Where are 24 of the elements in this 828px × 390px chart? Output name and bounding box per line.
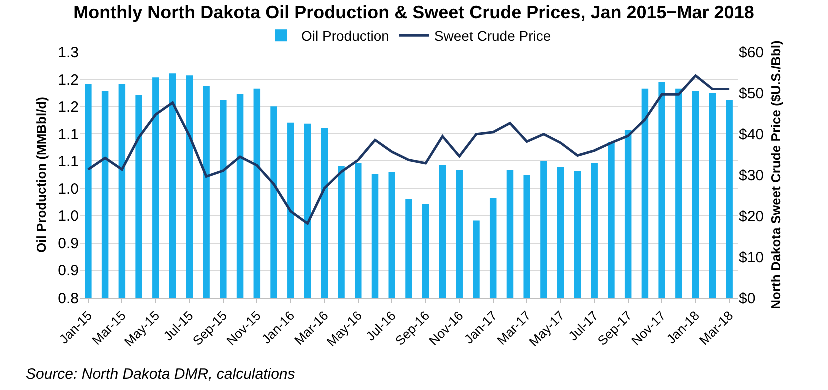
y-tick-label: 1.2 — [58, 98, 79, 116]
y-tick-label: 1.3 — [58, 44, 79, 62]
y-tick-label: 1.2 — [58, 72, 79, 89]
line-series — [87, 74, 731, 226]
y2-tick-label: $40 — [739, 126, 764, 144]
y-axis-title: Oil Production (MMBbl/d) — [34, 97, 50, 253]
y-tick-label: 0.9 — [58, 262, 79, 280]
chart-title: Monthly North Dakota Oil Production & Sweet Crude Prices, Jan 2015−Mar 2018 — [74, 2, 754, 22]
y2-tick-label: $10 — [739, 249, 764, 266]
legend-label: Sweet Crude Price — [434, 28, 552, 44]
legend-label: Oil Production — [302, 28, 390, 44]
y2-tick-label: $20 — [739, 208, 764, 226]
y2-tick-label: $60 — [739, 44, 764, 62]
y-tick-label: 1.1 — [58, 126, 79, 144]
y-tick-label: 1.0 — [58, 181, 79, 198]
y-tick-label: 0.8 — [58, 290, 79, 308]
y2-tick-label: $0 — [739, 290, 756, 308]
y2-tick-label: $30 — [739, 167, 764, 184]
y-tick-label: 0.9 — [58, 236, 79, 253]
y-tick-label: 1.0 — [58, 208, 79, 226]
y2-axis-title: North Dakota Sweet Crude Price ($U.S./Bbl) — [768, 40, 784, 310]
source-note: Source: North Dakota DMR, calculations — [26, 366, 296, 383]
y2-tick-label: $50 — [739, 85, 764, 102]
y-tick-label: 1.1 — [58, 153, 79, 170]
